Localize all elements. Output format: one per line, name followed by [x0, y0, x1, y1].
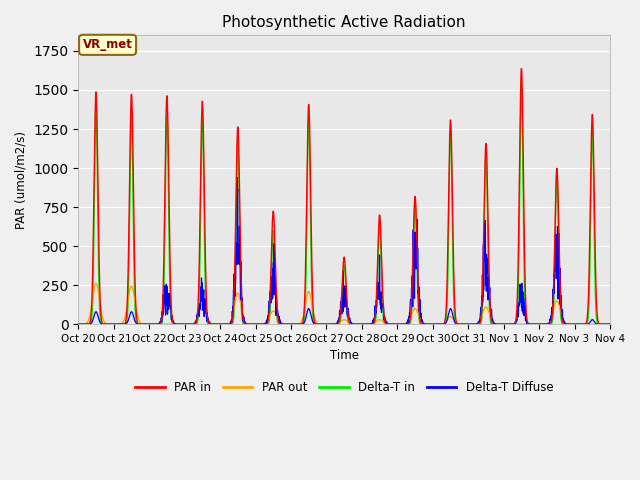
Legend: PAR in, PAR out, Delta-T in, Delta-T Diffuse: PAR in, PAR out, Delta-T in, Delta-T Dif… [131, 377, 558, 399]
Text: VR_met: VR_met [83, 38, 132, 51]
Title: Photosynthetic Active Radiation: Photosynthetic Active Radiation [223, 15, 466, 30]
X-axis label: Time: Time [330, 349, 358, 362]
Y-axis label: PAR (umol/m2/s): PAR (umol/m2/s) [15, 131, 28, 229]
